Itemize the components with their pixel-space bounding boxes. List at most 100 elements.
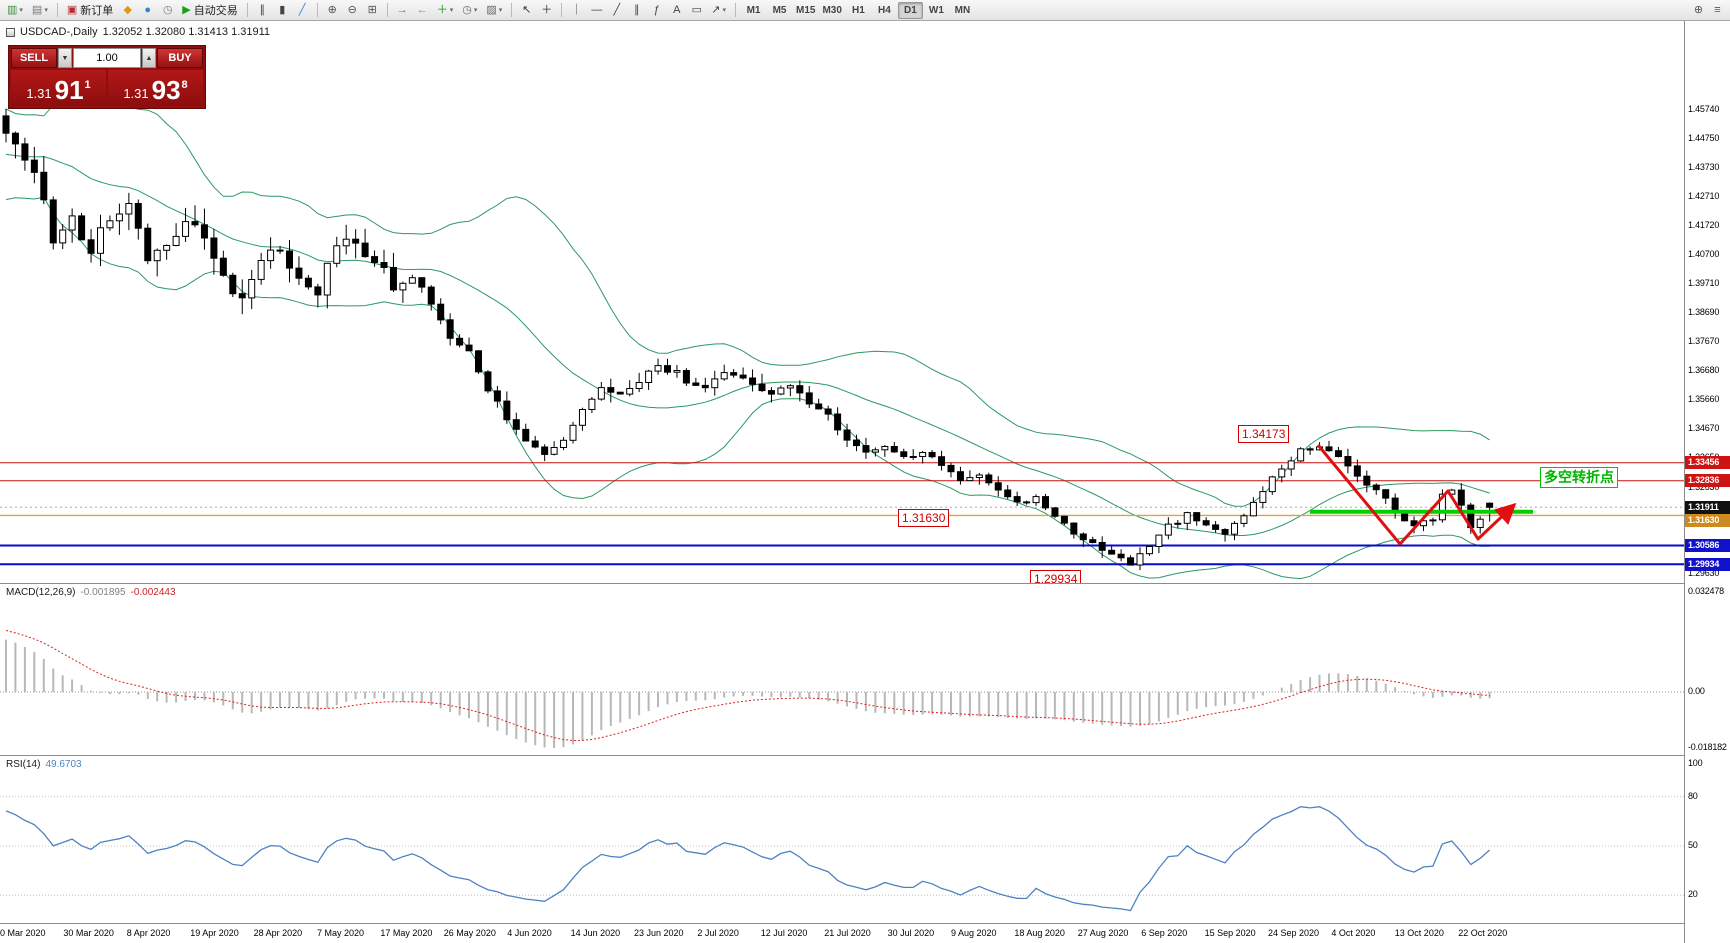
price-annotation-low[interactable]: 1.29934 [1030,570,1082,583]
crosshair-icon: ＋ [541,3,553,16]
sell-price-big-digits: 91 [54,75,84,106]
buy-price-display[interactable]: 1.31 93 8 [108,70,203,106]
time-axis[interactable]: 0 Mar 2020 30 Mar 2020 8 Apr 2020 19 Apr 20… [0,923,1684,943]
trendline-tool[interactable]: ╱ [607,2,626,19]
channel-tool[interactable]: ∥ [627,2,646,19]
cursor-tool-button[interactable]: ↖ [517,2,536,19]
price-annotation-support[interactable]: 1.31630 [898,509,950,527]
vertical-line-tool[interactable]: ｜ [567,2,586,19]
horizontal-line-tool[interactable]: — [587,2,606,19]
timeframe-h1[interactable]: H1 [846,2,871,19]
timeframe-m30[interactable]: M30 [819,2,844,19]
price-scale-label: 1.32630 [1688,482,1720,492]
toolbar-separator [735,3,737,17]
indicators-button[interactable]: ＋ ▾ [433,2,458,19]
macd-canvas[interactable] [0,584,1684,755]
zoom-out-button[interactable]: ⊖ [343,2,362,19]
tile-windows-button[interactable]: ⊞ [363,2,382,19]
candlestick-chart-type-button[interactable]: ▮ [273,2,292,19]
macd-scale-label: 0.00 [1688,686,1705,696]
timeframe-mn-label: MN [954,4,971,16]
chart-area: USDCAD-,Daily 1.32052 1.32080 1.31413 1.… [0,21,1730,943]
macd-panel[interactable]: MACD(12,26,9) -0.001895 -0.002443 [0,583,1684,755]
zoom-in-icon: ⊕ [327,3,337,16]
auto-trading-button[interactable]: ▶ 自动交易 [178,2,241,19]
time-axis-label: 24 Sep 2020 [1268,928,1320,938]
rsi-scale-label: 50 [1688,840,1698,850]
volume-input[interactable] [73,48,141,68]
price-scale-label: 1.34670 [1688,423,1720,433]
buy-price-prefix: 1.31 [123,85,149,101]
market-button[interactable]: ● [138,2,157,19]
timeframe-m1[interactable]: M1 [741,2,766,19]
macd-name: MACD(12,26,9) [6,587,76,598]
rsi-panel[interactable]: RSI(14) 49.6703 [0,755,1684,923]
buy-button[interactable]: BUY [157,48,203,68]
list-icon: ≡ [1714,3,1721,16]
time-axis-label: 2 Jul 2020 [697,928,739,938]
fibonacci-tool[interactable]: ƒ [647,2,666,19]
toolbar-separator [56,3,58,17]
auto-scroll-icon: → [396,3,408,16]
timeframe-m5[interactable]: M5 [767,2,792,19]
sell-price-display[interactable]: 1.31 91 1 [11,70,106,106]
periods-button[interactable]: ◷ ▾ [458,2,481,19]
time-axis-label: 14 Jun 2020 [570,928,621,938]
time-axis-label: 23 Jun 2020 [634,928,684,938]
main-chart-canvas[interactable] [0,21,1684,583]
label-tool[interactable]: ▭ [687,2,706,19]
horizontal-line-icon: — [591,3,603,16]
timeframe-h4[interactable]: H4 [872,2,897,19]
text-tool[interactable]: A [667,2,686,19]
trade-panel-prices: 1.31 91 1 1.31 93 8 [11,70,203,106]
price-scale[interactable]: 1.45740 1.44750 1.43730 1.42710 1.41720 1.407… [1684,21,1730,943]
timeframe-m1-label: M1 [746,4,761,16]
clock-icon: ◷ [162,3,173,16]
shapes-tool[interactable]: ↗ ▾ [707,2,730,19]
price-scale-label: 1.37670 [1688,336,1720,346]
toolbar-separator [561,3,563,17]
volume-decrease-button[interactable]: ▼ [58,48,72,68]
line-chart-type-button[interactable]: ╱ [293,2,312,19]
dropdown-arrow-icon: ▾ [473,7,478,14]
new-order-button[interactable]: ▣ 新订单 [63,2,117,19]
price-annotation-high[interactable]: 1.34173 [1238,425,1290,443]
price-scale-box: 1.31630 [1685,514,1730,527]
timeframe-m15[interactable]: M15 [793,2,818,19]
time-axis-label: 28 Apr 2020 [253,928,303,938]
timeframe-mn[interactable]: MN [950,2,975,19]
timeframe-h4-label: H4 [878,4,891,16]
chart-plus-icon: ▥ [7,3,18,16]
rsi-canvas[interactable] [0,756,1684,923]
history-center-button[interactable]: ◷ [158,2,177,19]
search-button[interactable]: ⊕ [1689,2,1708,19]
profiles-icon: ▤ [31,3,43,16]
turning-point-note[interactable]: 多空转折点 [1540,467,1618,488]
mql-community-button[interactable]: ◆ [118,2,137,19]
new-order-icon: ▣ [66,3,78,16]
time-axis-label: 15 Sep 2020 [1204,928,1256,938]
data-window-button[interactable]: ≡ [1708,2,1727,19]
text-icon: A [673,3,681,16]
time-axis-label: 18 Aug 2020 [1014,928,1065,938]
toolbar-separator [316,3,318,17]
new-order-button-label: 新订单 [80,5,114,17]
zoom-in-button[interactable]: ⊕ [323,2,342,19]
price-scale-label: 1.41720 [1688,220,1720,230]
templates-button[interactable]: ▨ ▾ [482,2,506,19]
rsi-scale-label: 80 [1688,791,1698,801]
main-chart-panel[interactable]: USDCAD-,Daily 1.32052 1.32080 1.31413 1.… [0,21,1684,583]
dropdown-arrow-icon: ▾ [722,7,727,14]
crosshair-tool-button[interactable]: ＋ [537,2,556,19]
label-icon: ▭ [691,3,702,16]
auto-scroll-button[interactable]: → [393,2,412,19]
bar-chart-type-button[interactable]: ∥ [253,2,272,19]
arrow-shape-icon: ↗ [711,3,721,16]
chart-shift-button[interactable]: ← [413,2,432,19]
sell-button[interactable]: SELL [11,48,57,68]
timeframe-d1[interactable]: D1 [897,1,923,19]
volume-increase-button[interactable]: ▲ [142,48,156,68]
profiles-button[interactable]: ▤ ▾ [28,2,52,19]
new-chart-button[interactable]: ▥ ▾ [3,2,27,19]
timeframe-w1[interactable]: W1 [924,2,949,19]
